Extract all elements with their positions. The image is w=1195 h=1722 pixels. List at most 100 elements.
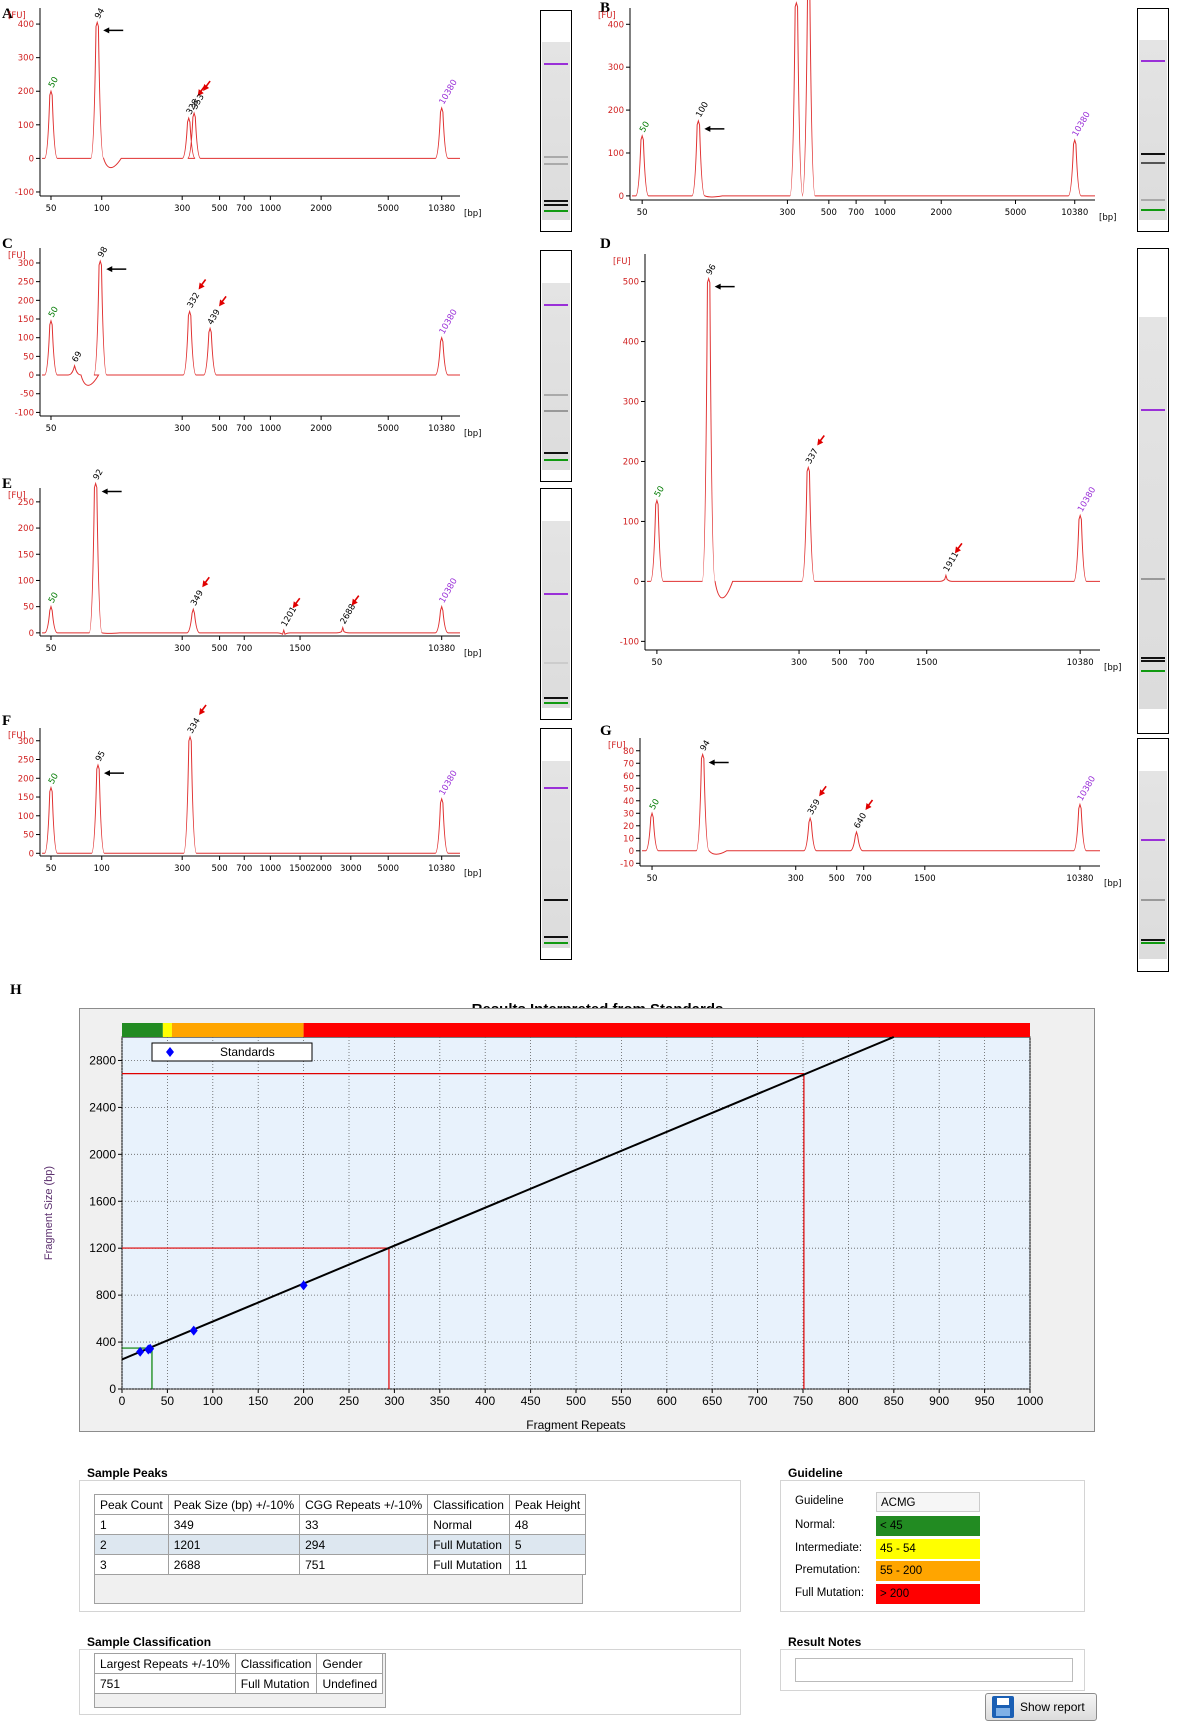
x-tick-label: 300 <box>788 874 804 884</box>
x-tick-label: 700 <box>848 208 864 218</box>
red-arrow-head-icon <box>203 84 210 92</box>
guideline-select[interactable]: ACMG <box>876 1492 980 1512</box>
y-tick-label: 150 <box>18 315 34 325</box>
x-unit-label: [bp] <box>464 429 481 439</box>
x-tick-label: 700 <box>858 658 874 668</box>
peak-label: 2688 <box>339 602 358 626</box>
panel-letter-d: D <box>600 236 611 252</box>
peak-label: 334 <box>186 716 203 735</box>
trace-line <box>642 752 1100 855</box>
x-tick-label: 300 <box>791 658 807 668</box>
sample-peaks-table: Peak Count Peak Size (bp) +/-10% CGG Rep… <box>94 1494 587 1575</box>
x-tick-label: 1500 <box>289 644 311 654</box>
gel-band <box>544 661 568 664</box>
guideline-range-swatch: 45 - 54 <box>876 1538 980 1559</box>
x-tick-label: 500 <box>211 644 227 654</box>
trace-line <box>42 20 460 169</box>
peak-label: 50 <box>47 772 61 786</box>
y-tick-label: 40 <box>623 797 634 807</box>
x-tick-label: 10380 <box>428 644 455 654</box>
gel-band <box>1141 578 1165 581</box>
x-tick-label: 50 <box>161 1394 175 1408</box>
show-report-button[interactable]: Show report <box>985 1693 1097 1721</box>
x-unit-label: [bp] <box>464 209 481 219</box>
x-tick-label: 300 <box>174 204 190 214</box>
column-header[interactable]: Peak Height <box>508 1494 587 1515</box>
trace-line <box>42 259 460 386</box>
column-header[interactable]: Peak Count <box>94 1494 169 1515</box>
y-tick-label: 300 <box>608 63 624 73</box>
x-unit-label: [bp] <box>1099 213 1116 223</box>
gel-band <box>544 409 568 412</box>
gel-band <box>1141 660 1165 663</box>
table-row[interactable]: 751 Full Mutation Undefined <box>94 1673 384 1694</box>
standard-point <box>146 1343 155 1354</box>
y-tick-label: 150 <box>18 793 34 803</box>
gel-band <box>544 162 568 165</box>
column-header[interactable]: Classification <box>427 1494 510 1515</box>
classification-color-band <box>162 1023 172 1037</box>
x-tick-label: 2000 <box>310 864 332 874</box>
gel-band <box>1141 942 1165 944</box>
result-notes-input[interactable] <box>795 1658 1073 1682</box>
black-arrow-head-icon <box>103 770 110 777</box>
plot-area <box>121 1036 1031 1390</box>
x-tick-label: 10380 <box>1066 874 1093 884</box>
y-tick-label: 800 <box>96 1288 116 1302</box>
y-tick-label: 500 <box>623 278 639 288</box>
gel-band <box>544 452 568 455</box>
column-header[interactable]: Peak Size (bp) +/-10% <box>167 1494 301 1515</box>
table-cell: Full Mutation <box>234 1673 318 1694</box>
peak-label: 10380 <box>1076 775 1098 803</box>
x-tick-label: 700 <box>856 874 872 884</box>
legend-marker <box>166 1047 174 1057</box>
peak-label: 50 <box>648 797 662 811</box>
column-header[interactable]: Largest Repeats +/-10% <box>94 1653 236 1674</box>
x-tick-label: 5000 <box>377 864 399 874</box>
y-tick-label: 60 <box>623 772 634 782</box>
electropherogram-c: [FU] [bp] -100 -50 0 50 100 150 200 250 300 50 300 50… <box>8 245 481 439</box>
column-header[interactable]: Classification <box>234 1653 318 1674</box>
peak-label: 50 <box>653 485 667 499</box>
trace-line <box>647 276 1100 599</box>
panel-letter-e: E <box>2 476 13 492</box>
y-tick-label: 250 <box>18 756 34 766</box>
x-tick-label: 1000 <box>1017 1394 1044 1408</box>
column-header[interactable]: Gender <box>316 1653 384 1674</box>
result-notes-title: Result Notes <box>788 1635 862 1649</box>
x-tick-label: 300 <box>384 1394 404 1408</box>
panel-letter-g: G <box>600 723 612 739</box>
column-header[interactable]: CGG Repeats +/-10% <box>299 1494 429 1515</box>
peak-label: 50 <box>47 75 61 89</box>
x-tick-label: 5000 <box>377 424 399 434</box>
y-tick-label: 1200 <box>89 1241 116 1255</box>
table-row[interactable]: 3 2688 751 Full Mutation 11 <box>94 1554 587 1575</box>
y-axis-label: [FU] <box>608 741 626 751</box>
x-tick-label: 50 <box>647 874 658 884</box>
y-tick-label: -100 <box>620 637 639 647</box>
x-tick-label: 300 <box>779 208 795 218</box>
gel-lane-background <box>1139 771 1167 960</box>
x-tick-label: 200 <box>294 1394 314 1408</box>
x-tick-label: 550 <box>611 1394 631 1408</box>
y-tick-label: 2400 <box>89 1100 116 1114</box>
x-tick-label: 100 <box>94 204 110 214</box>
x-tick-label: 800 <box>838 1394 858 1408</box>
x-tick-label: 10380 <box>1061 208 1088 218</box>
legend-box <box>151 1042 313 1062</box>
y-tick-label: 30 <box>623 809 634 819</box>
y-axis-label: [FU] <box>8 11 26 21</box>
classification-color-band <box>171 1023 304 1037</box>
electropherogram-f: [FU] [bp] 0 50 100 150 200 250 300 50 100 300 500 700… <box>8 704 481 879</box>
peak-label: 10380 <box>1076 486 1098 514</box>
y-tick-label: -100 <box>15 408 34 418</box>
table-row[interactable]: 2 1201 294 Full Mutation 5 <box>94 1534 587 1555</box>
x-tick-label: 750 <box>793 1394 813 1408</box>
x-tick-label: 2000 <box>930 208 952 218</box>
y-tick-label: 1600 <box>89 1194 116 1208</box>
gel-band <box>544 156 568 159</box>
table-row[interactable]: 1 349 33 Normal 48 <box>94 1514 587 1535</box>
peak-label: 1911 <box>942 550 961 574</box>
x-tick-label: 1500 <box>916 658 938 668</box>
red-arrow-head-icon <box>819 789 826 797</box>
